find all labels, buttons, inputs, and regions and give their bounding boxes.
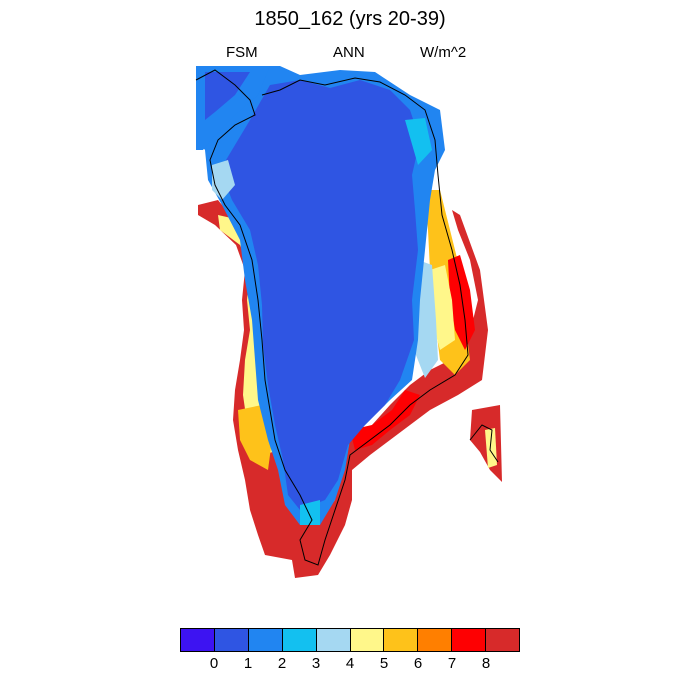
- colorbar-swatch: [316, 629, 351, 651]
- colorbar-swatch: [248, 629, 283, 651]
- colorbar-tick-label: 3: [311, 655, 321, 672]
- colorbar-tick-label: 4: [345, 655, 355, 672]
- colorbar-tick-label: 2: [277, 655, 287, 672]
- map-title: 1850_162 (yrs 20-39): [254, 8, 446, 30]
- colorbar-swatch: [384, 629, 419, 651]
- colorbar-swatch: [486, 629, 520, 651]
- coastline: [195, 69, 499, 566]
- colorbar-tick-label: 8: [481, 655, 491, 672]
- colorbar-tick-label: 1: [243, 655, 253, 672]
- subtitle-left: FSM: [226, 44, 258, 61]
- subtitle-units: W/m^2: [420, 44, 467, 61]
- colorbar-swatch: [452, 629, 487, 651]
- colorbar-tick-label: 6: [413, 655, 423, 672]
- colorbar-swatch: [350, 629, 385, 651]
- subtitle-center: ANN: [333, 44, 365, 61]
- colorbar-tick-label: 0: [209, 655, 219, 672]
- colorbar-swatch: [418, 629, 453, 651]
- colorbar-swatch: [282, 629, 317, 651]
- colorbar-swatch: [214, 629, 249, 651]
- colorbar-tick-label: 5: [379, 655, 389, 672]
- colorbar-tick-label: 7: [447, 655, 457, 672]
- colorbar: [180, 628, 520, 652]
- colorbar-swatch: [181, 629, 215, 651]
